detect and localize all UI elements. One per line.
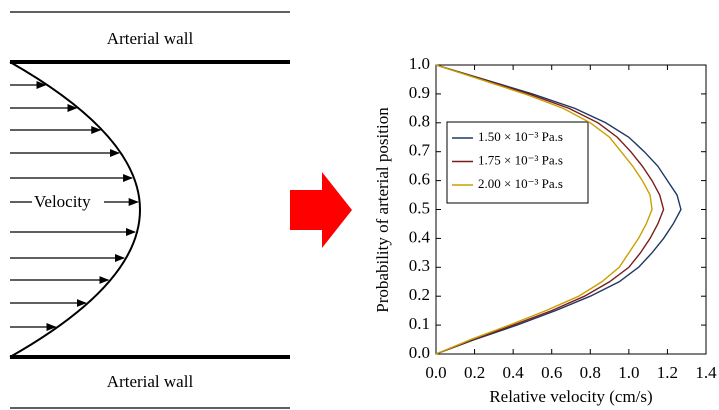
- x-tick-label: 1.0: [618, 363, 639, 382]
- data-line: [436, 65, 681, 354]
- y-tick-label: 0.4: [409, 227, 431, 246]
- y-tick-label: 0.0: [409, 343, 430, 362]
- x-axis-label: Relative velocity (cm/s): [489, 387, 652, 406]
- transition-arrow: [290, 172, 352, 248]
- x-tick-label: 0.2: [464, 363, 485, 382]
- legend-label: 2.00 × 10⁻³ Pa.s: [478, 176, 563, 191]
- x-tick-label: 0.8: [580, 363, 601, 382]
- x-tick-label: 0.0: [425, 363, 446, 382]
- y-tick-label: 0.9: [409, 83, 430, 102]
- legend-label: 1.50 × 10⁻³ Pa.s: [478, 129, 563, 144]
- x-tick-label: 0.6: [541, 363, 562, 382]
- data-line: [436, 65, 664, 354]
- velocity-label: Velocity: [34, 192, 91, 211]
- y-tick-label: 0.1: [409, 314, 430, 333]
- y-tick-label: 0.6: [409, 170, 430, 189]
- artery-diagram: Arterial wall Arterial wall Velocity: [10, 12, 290, 408]
- y-tick-label: 0.5: [409, 198, 430, 217]
- plot-frame: [436, 65, 706, 354]
- y-tick-label: 0.2: [409, 285, 430, 304]
- y-tick-label: 1.0: [409, 54, 430, 73]
- wall-label: Arterial wall: [107, 29, 194, 48]
- x-tick-label: 0.4: [503, 363, 525, 382]
- y-tick-label: 0.3: [409, 256, 430, 275]
- y-tick-label: 0.7: [409, 141, 431, 160]
- x-tick-label: 1.4: [695, 363, 717, 382]
- figure: Arterial wall Arterial wall Velocity Pro…: [0, 0, 719, 410]
- x-tick-label: 1.2: [657, 363, 678, 382]
- legend-label: 1.75 × 10⁻³ Pa.s: [478, 152, 563, 167]
- y-tick-label: 0.8: [409, 112, 430, 131]
- wall-label: Arterial wall: [107, 372, 194, 391]
- y-axis-label: Probability of arterial position: [373, 107, 392, 313]
- data-line: [436, 65, 652, 354]
